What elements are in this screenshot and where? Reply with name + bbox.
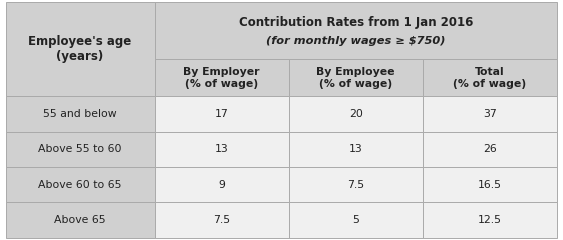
Text: By Employer
(% of wage): By Employer (% of wage) bbox=[184, 67, 260, 89]
Bar bbox=[155, 202, 289, 238]
Bar bbox=[155, 96, 289, 132]
Bar bbox=[155, 2, 557, 59]
Bar bbox=[6, 132, 155, 167]
Text: Above 55 to 60: Above 55 to 60 bbox=[38, 144, 122, 154]
Bar bbox=[6, 96, 155, 132]
Text: 26: 26 bbox=[483, 144, 497, 154]
Bar bbox=[423, 202, 557, 238]
Text: 17: 17 bbox=[215, 109, 229, 119]
Bar bbox=[6, 202, 155, 238]
Bar bbox=[6, 167, 155, 202]
Text: Contribution Rates from 1 Jan 2016: Contribution Rates from 1 Jan 2016 bbox=[239, 16, 473, 29]
Bar bbox=[289, 202, 423, 238]
Text: Employee's age
(years): Employee's age (years) bbox=[29, 36, 132, 63]
Bar bbox=[423, 167, 557, 202]
Text: 9: 9 bbox=[218, 180, 225, 190]
Text: By Employee
(% of wage): By Employee (% of wage) bbox=[316, 67, 395, 89]
Bar bbox=[423, 132, 557, 167]
Text: 20: 20 bbox=[348, 109, 363, 119]
Text: 16.5: 16.5 bbox=[478, 180, 502, 190]
Bar bbox=[155, 167, 289, 202]
Bar bbox=[289, 59, 423, 96]
Text: 55 and below: 55 and below bbox=[43, 109, 117, 119]
Text: Above 65: Above 65 bbox=[54, 215, 106, 225]
Bar bbox=[155, 132, 289, 167]
Text: 12.5: 12.5 bbox=[478, 215, 502, 225]
Bar bbox=[6, 2, 155, 96]
Bar bbox=[289, 132, 423, 167]
Text: Total
(% of wage): Total (% of wage) bbox=[453, 67, 526, 89]
Text: 7.5: 7.5 bbox=[213, 215, 230, 225]
Text: 5: 5 bbox=[352, 215, 359, 225]
Text: (for monthly wages ≥ $750): (for monthly wages ≥ $750) bbox=[266, 36, 446, 46]
Bar bbox=[423, 96, 557, 132]
Bar bbox=[289, 96, 423, 132]
Bar bbox=[155, 59, 289, 96]
Bar bbox=[423, 59, 557, 96]
Text: 37: 37 bbox=[483, 109, 497, 119]
Text: 13: 13 bbox=[215, 144, 229, 154]
Text: 13: 13 bbox=[349, 144, 363, 154]
Text: 7.5: 7.5 bbox=[347, 180, 364, 190]
Bar bbox=[289, 167, 423, 202]
Text: Above 60 to 65: Above 60 to 65 bbox=[38, 180, 122, 190]
